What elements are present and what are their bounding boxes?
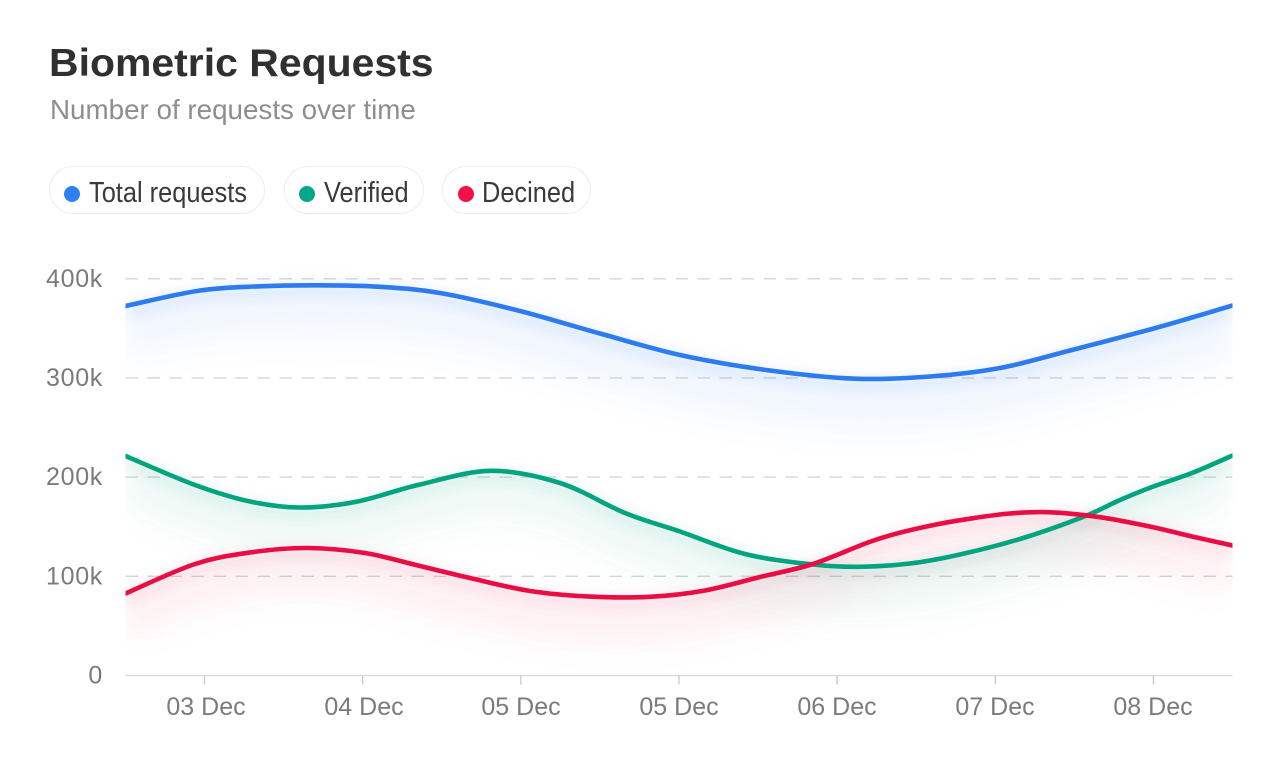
svg-text:06 Dec: 06 Dec <box>797 693 876 721</box>
svg-text:05 Dec: 05 Dec <box>481 693 560 721</box>
svg-text:05 Dec: 05 Dec <box>639 693 718 721</box>
svg-text:07 Dec: 07 Dec <box>955 693 1034 721</box>
svg-text:100k: 100k <box>46 562 103 590</box>
svg-text:0: 0 <box>88 662 103 690</box>
svg-text:08 Dec: 08 Dec <box>1113 693 1192 721</box>
svg-text:200k: 200k <box>46 463 103 491</box>
svg-text:300k: 300k <box>46 364 103 392</box>
svg-text:400k: 400k <box>46 265 103 293</box>
svg-text:04 Dec: 04 Dec <box>324 693 403 721</box>
svg-text:03 Dec: 03 Dec <box>166 693 245 721</box>
